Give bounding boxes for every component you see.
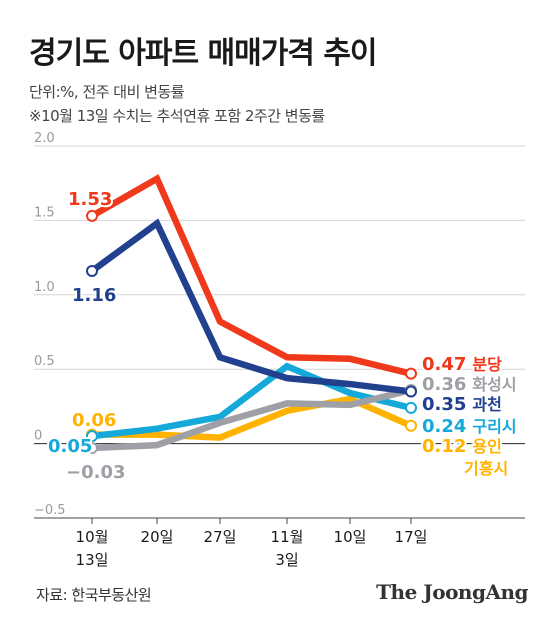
- chart-unit-note: 단위:%, 전주 대비 변동률: [29, 83, 185, 101]
- series-point-과천: [405, 385, 417, 398]
- chart-footnote: ※10월 13일 수치는 추석연휴 포함 2주간 변동률: [29, 107, 325, 125]
- end-value-label: 0.24: [422, 416, 466, 437]
- end-label-분당: 0.47 분당: [422, 354, 502, 375]
- series-name-label: 기흥시: [464, 459, 508, 478]
- y-tick-label: 1.0: [34, 280, 55, 295]
- series-name-label: 용인: [472, 437, 501, 456]
- series-point-용인-기흥시: [405, 419, 417, 432]
- end-label-화성시: 0.36 화성시: [422, 374, 517, 395]
- end-label-과천: 0.35 과천: [422, 394, 502, 415]
- y-tick-label: 0.5: [34, 354, 55, 369]
- y-tick-label: 0: [34, 429, 42, 444]
- series-point-화성시: [86, 442, 98, 455]
- y-tick-label: −0.5: [34, 503, 66, 518]
- end-value-label: 0.47: [422, 354, 466, 375]
- series-point-분당: [86, 209, 98, 222]
- series-line-화성시: [91, 386, 412, 452]
- data-source: 자료: 한국부동산원: [36, 586, 152, 604]
- y-tick-label: 2.0: [34, 131, 55, 146]
- end-value-label: 0.12: [422, 436, 466, 457]
- series-line-과천: [90, 218, 412, 395]
- end-label-구리시: 0.24 구리시: [422, 416, 517, 437]
- series-point-구리시: [86, 430, 98, 443]
- end-value-label: 0.35: [422, 394, 466, 415]
- end-value-label: 0.36: [422, 374, 466, 395]
- x-tick-label: 13일: [76, 551, 109, 569]
- series-line-구리시: [91, 362, 412, 440]
- series-name-label: 구리시: [472, 417, 516, 436]
- publisher-logo: The JoongAng: [376, 580, 528, 604]
- y-tick-label: 1.5: [34, 205, 55, 220]
- start-value-label: 0.06: [72, 410, 116, 431]
- series-name-label: 분당: [472, 355, 502, 374]
- series-line-분당: [90, 174, 412, 377]
- start-value-label: 1.16: [72, 285, 116, 306]
- series-name-label: 화성시: [472, 375, 516, 394]
- series-point-구리시: [405, 401, 417, 414]
- series-name-label: 과천: [472, 395, 501, 414]
- chart-title: 경기도 아파트 매매가격 추이: [29, 36, 378, 71]
- x-tick-label: 11월: [271, 528, 304, 546]
- start-value-label: 1.53: [68, 189, 112, 210]
- x-tick-label: 10일: [334, 528, 367, 546]
- x-tick-label: 3일: [275, 551, 298, 569]
- x-tick-label: 20일: [141, 528, 174, 546]
- x-tick-label: 27일: [204, 528, 237, 546]
- start-value-label: 0.05: [48, 436, 92, 457]
- x-tick-label: 10월: [76, 528, 109, 546]
- series-point-과천: [86, 264, 98, 277]
- series-point-분당: [405, 367, 417, 380]
- x-tick-label: 17일: [395, 528, 428, 546]
- start-value-label: −0.03: [66, 462, 126, 483]
